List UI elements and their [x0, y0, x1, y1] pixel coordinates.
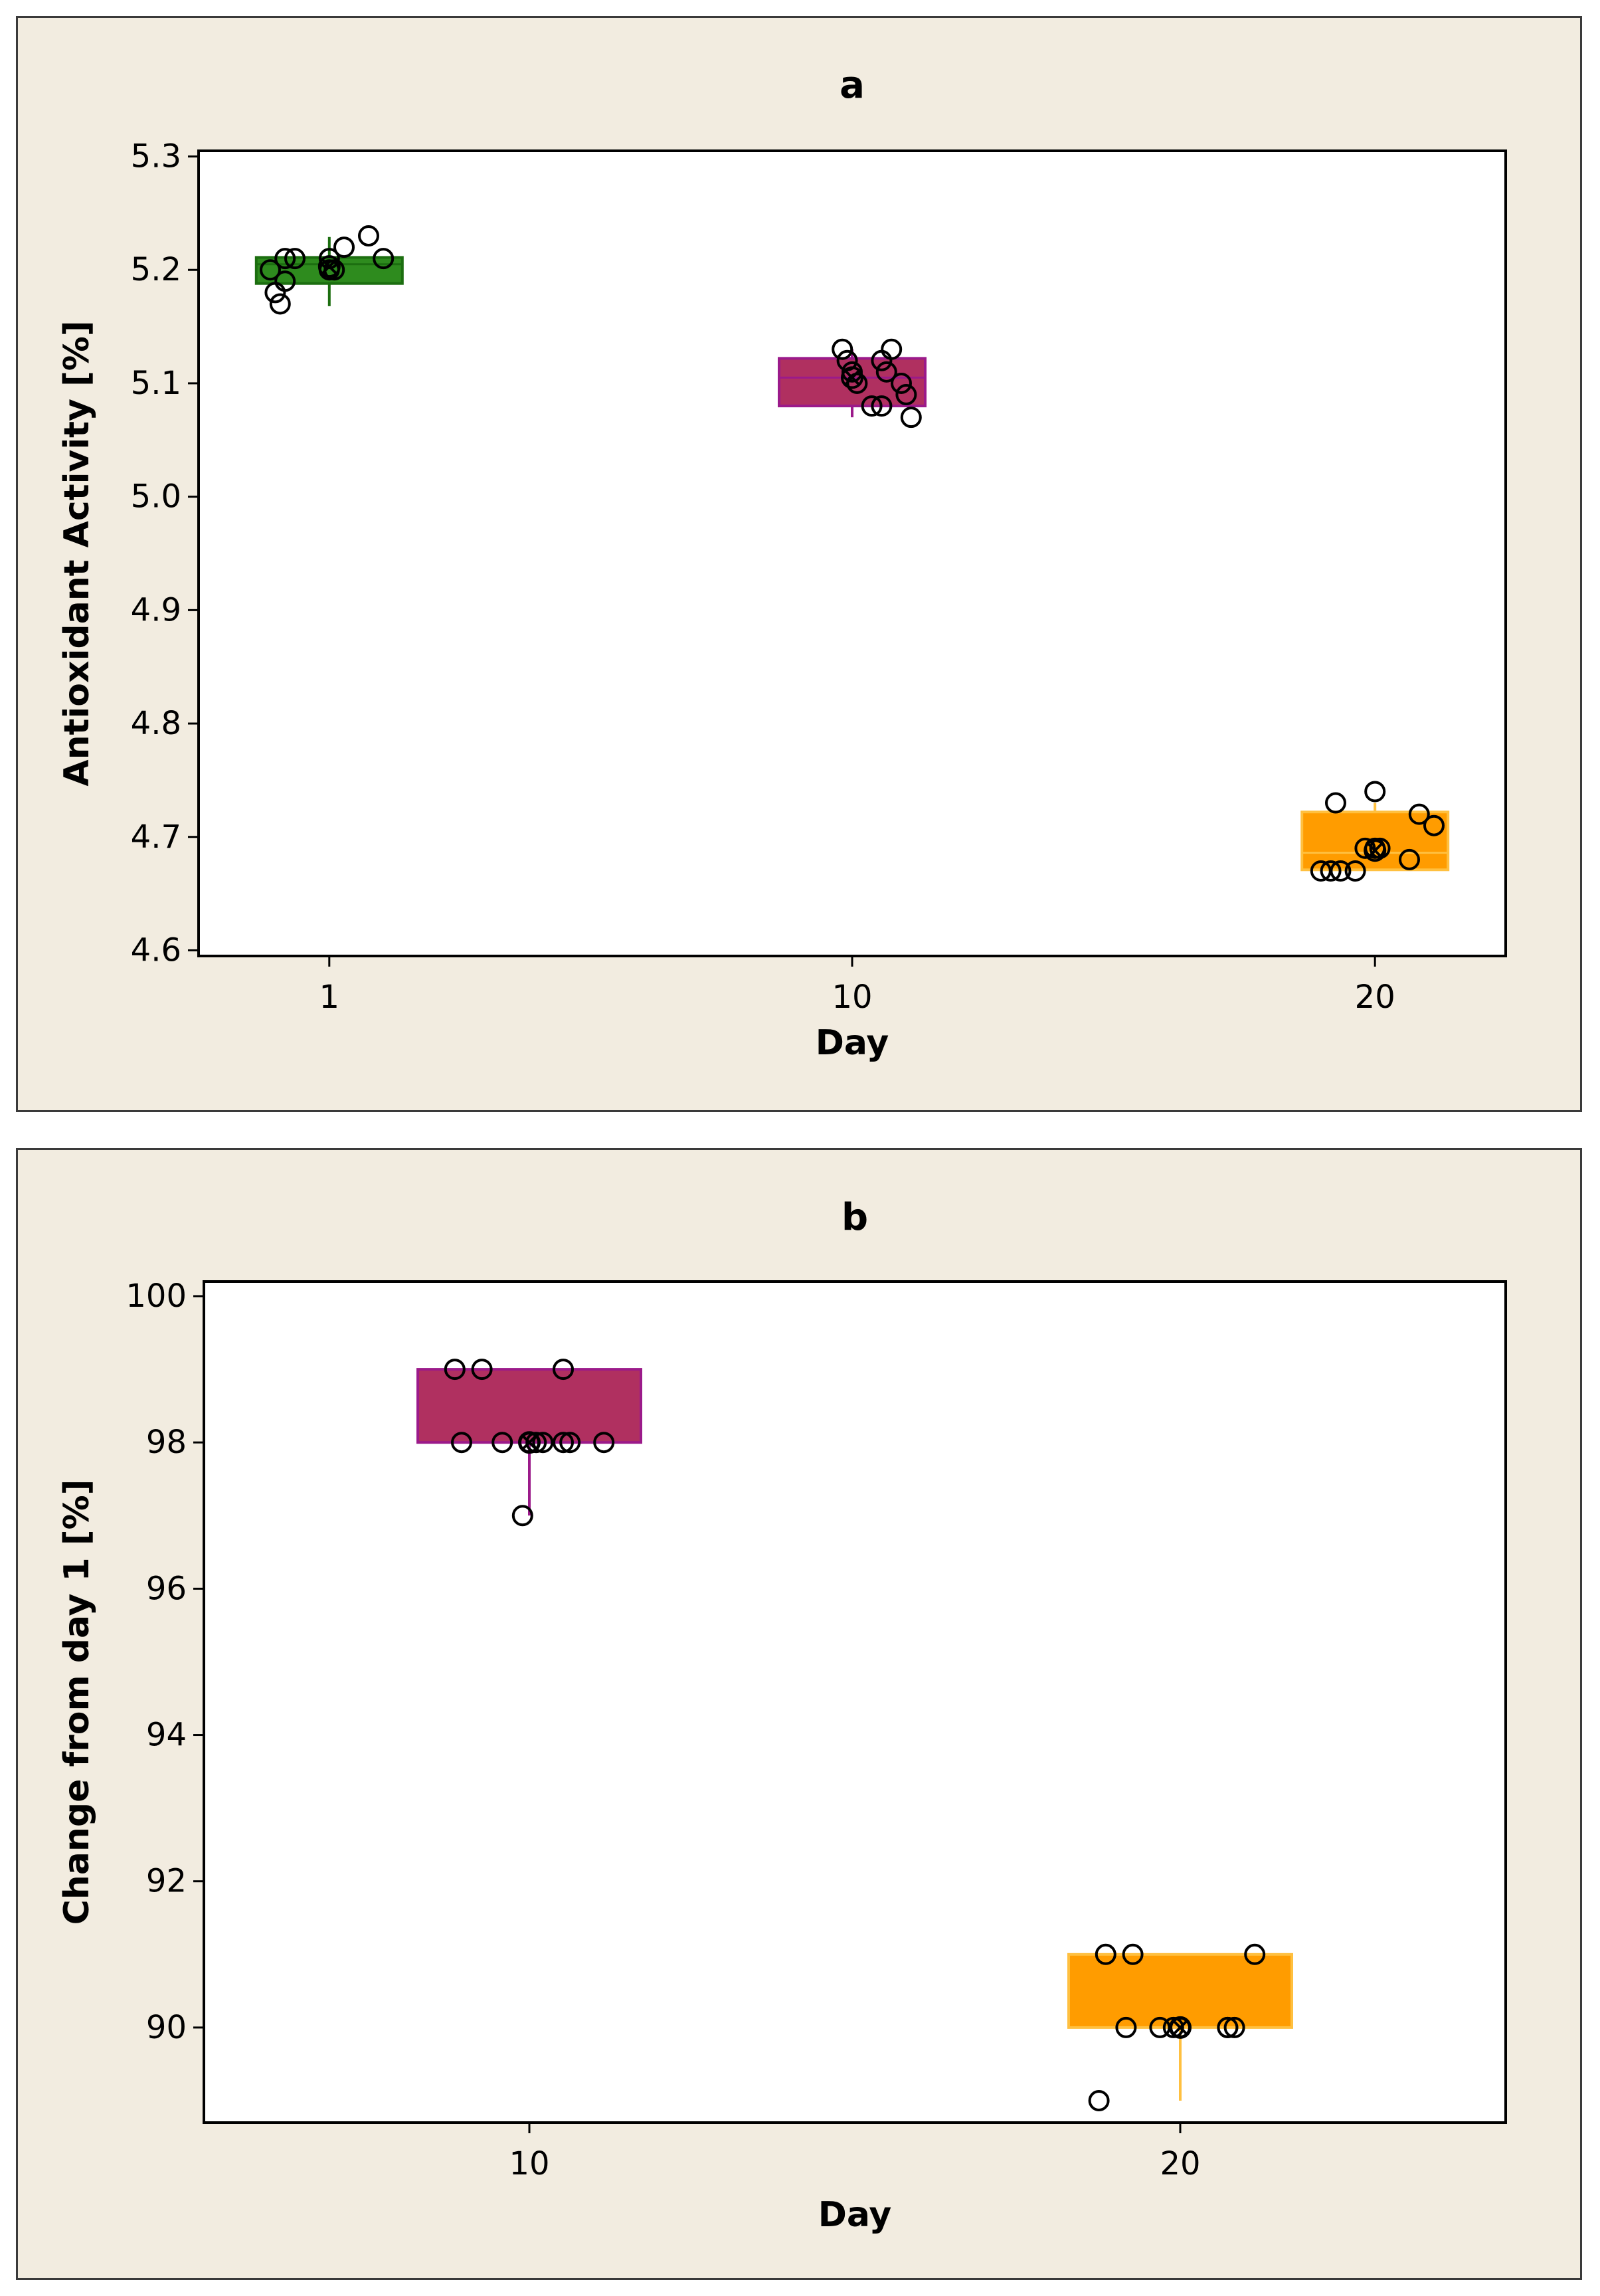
x-tick-label: 10: [509, 2145, 549, 2182]
data-point: [1217, 2016, 1239, 2038]
data-point: [891, 372, 912, 394]
data-point: [1095, 1943, 1116, 1965]
y-tick-label: 96: [146, 1570, 187, 1607]
y-tick-label: 4.6: [131, 931, 181, 969]
data-point: [1364, 781, 1386, 803]
mean-cross: [521, 1434, 537, 1450]
x-axis-title: Day: [818, 2195, 892, 2235]
data-point: [895, 384, 917, 406]
x-axis-title: Day: [816, 1023, 889, 1063]
data-point: [284, 248, 306, 270]
data-point: [881, 338, 903, 360]
data-point: [532, 1432, 554, 1454]
data-point: [1330, 860, 1352, 882]
mean-cross: [844, 369, 860, 385]
mean-marker-1: [317, 255, 341, 278]
chart-panel-b: b 90 92 94 96 98 100 Change from day 1 [%] Day 10…: [16, 1148, 1582, 2280]
mean-cross: [1367, 842, 1383, 858]
data-point: [471, 1359, 493, 1381]
mean-marker-20: [1169, 2016, 1192, 2039]
y-tick-label: 100: [126, 1278, 187, 1315]
data-point: [373, 248, 395, 270]
data-point: [444, 1359, 466, 1381]
mean-circle: [518, 1431, 541, 1454]
data-point: [1423, 814, 1445, 836]
mean-marker-10: [518, 1431, 541, 1454]
y-tick-label: 90: [146, 2009, 187, 2046]
data-point: [274, 270, 296, 292]
mean-cross: [321, 258, 337, 274]
y-tick-label: 5.3: [131, 138, 181, 175]
plot-area: [197, 149, 1507, 957]
data-point: [593, 1432, 615, 1454]
data-point: [1399, 848, 1420, 870]
mean-circle: [317, 255, 341, 278]
y-tick-label: 94: [146, 1717, 187, 1754]
mean-marker-20: [1364, 839, 1387, 862]
y-axis-title: Antioxidant Activity [%]: [57, 320, 97, 786]
boxplot-chart-a: a 4.6 4.7 4.8 4.9 5.0 5.1 5.2 5.3 Antioxidant Act…: [57, 64, 1507, 1063]
y-tick-label: 5.2: [131, 251, 181, 288]
data-point: [1244, 1943, 1266, 1965]
mean-circle: [1169, 2016, 1192, 2039]
x-tick-label: 10: [832, 979, 872, 1016]
data-point: [1369, 837, 1391, 859]
data-point: [491, 1432, 513, 1454]
mean-circle: [841, 366, 863, 389]
data-point: [1344, 860, 1366, 882]
data-point: [451, 1432, 472, 1454]
data-point: [269, 293, 291, 315]
box-20: [1067, 1953, 1293, 2029]
data-point: [900, 407, 922, 429]
mean-cross: [1172, 2020, 1188, 2036]
data-point: [832, 338, 853, 360]
mean-circle: [1364, 839, 1387, 862]
y-tick-label: 4.9: [131, 591, 181, 628]
plot-area: [203, 1280, 1507, 2124]
data-point: [260, 259, 281, 281]
y-tick-label: 98: [146, 1424, 187, 1461]
boxplot-chart-b: b 90 92 94 96 98 100 Change from day 1 [%] Day 10…: [57, 1196, 1507, 2235]
data-point: [1115, 2016, 1137, 2038]
y-axis-title: Change from day 1 [%]: [57, 1480, 97, 1925]
data-point: [1223, 2016, 1245, 2038]
data-point: [1122, 1943, 1144, 1965]
chart-title: a: [840, 64, 865, 107]
y-tick-label: 5.0: [131, 478, 181, 516]
box-10: [778, 357, 927, 408]
data-point: [358, 225, 379, 247]
data-point: [1320, 860, 1342, 882]
y-tick-label: 4.8: [131, 705, 181, 742]
mean-marker-10: [841, 366, 863, 389]
y-tick-label: 4.7: [131, 818, 181, 856]
data-point: [553, 1432, 574, 1454]
chart-panel-a: a 4.6 4.7 4.8 4.9 5.0 5.1 5.2 5.3 Antioxidant Act…: [16, 16, 1582, 1112]
data-point: [553, 1359, 574, 1381]
data-point: [525, 1432, 547, 1454]
data-point: [333, 237, 355, 258]
x-tick-label: 1: [319, 979, 340, 1016]
data-point: [559, 1432, 581, 1454]
data-point: [875, 361, 897, 383]
data-point: [511, 1505, 533, 1527]
data-point: [1162, 2016, 1184, 2038]
data-point: [861, 395, 883, 417]
x-tick-label: 20: [1355, 979, 1395, 1016]
y-tick-label: 92: [146, 1863, 187, 1900]
data-point: [1408, 803, 1430, 825]
y-tick-label: 5.1: [131, 365, 181, 402]
data-point: [871, 395, 893, 417]
data-point: [274, 248, 296, 270]
chart-title: b: [842, 1196, 868, 1239]
x-tick-label: 20: [1160, 2145, 1200, 2182]
data-point: [1088, 2089, 1110, 2111]
data-point: [1325, 792, 1346, 814]
